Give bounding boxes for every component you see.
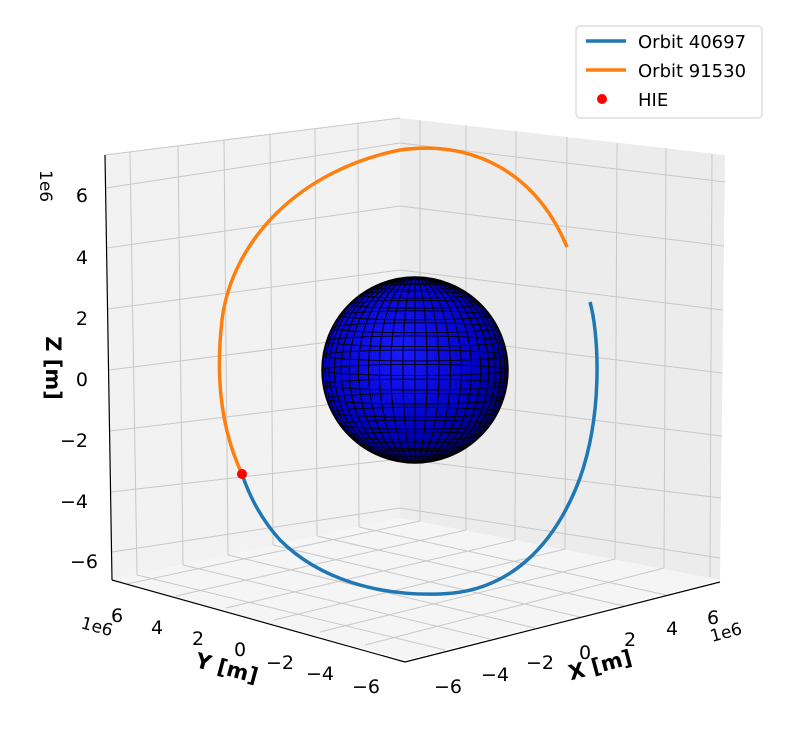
x-tick-label: 2 [624,629,636,651]
sphere-longitude-line [368,277,462,463]
right-pane [400,118,725,580]
sphere-longitude-line [340,277,490,463]
central-body-sphere [321,276,509,464]
sphere-longitude-line [402,277,428,463]
y-tick-label: 2 [192,628,204,650]
x-tick-label: −2 [526,652,554,674]
series-point-hie [237,469,247,479]
z-tick-label: 0 [76,369,88,391]
y-axis-label: Y [m] [192,648,261,688]
x-axis-ticks: −6 −4 −2 0 2 4 6 [434,607,719,698]
z-tick-label: 4 [76,247,88,269]
legend-box [575,25,763,119]
legend: Orbit 40697 Orbit 91530 HIE [575,25,763,119]
z-axis-ticks: 6 4 2 0 −2 −4 −6 [60,185,98,573]
z-multiplier: 1e6 [35,170,55,202]
z-tick-label: −4 [60,491,88,513]
series-line-orbit-40697 [240,301,599,596]
y-axis-ticks: 6 4 2 0 −2 −4 −6 [111,605,380,698]
legend-label: Orbit 91530 [638,61,746,82]
sphere-longitude-line [322,277,508,463]
series-line-orbit-91530 [217,146,569,475]
sphere-longitude-line [390,277,440,463]
x-axis-label: X [m] [566,645,635,685]
z-axis-label: Z [m] [41,336,65,400]
x-tick-label: −4 [481,664,509,686]
y-tick-label: −4 [306,663,334,685]
y-tick-label: 4 [151,617,163,639]
x-tick-label: 6 [707,607,719,629]
sphere-longitude-line [324,277,506,463]
z-tick-label: 6 [76,185,88,207]
sphere-longitude-line [328,277,502,463]
y-tick-label: 0 [234,639,246,661]
sphere-longitude-line [378,277,452,463]
sphere-longitude-line [334,277,496,463]
y-multiplier: 1e6 [79,614,115,642]
axis-lines [104,154,721,663]
x-tick-label: 4 [666,618,678,640]
z-tick-label: −6 [70,551,98,573]
floor-pane [112,518,720,660]
y-tick-label: 6 [111,605,123,627]
sphere-longitude-line [348,277,482,463]
legend-label: Orbit 40697 [638,32,746,53]
sphere-latitude-line [322,363,508,377]
legend-label: HIE [638,90,668,111]
z-tick-label: 2 [76,308,88,330]
y-tick-label: −2 [266,652,294,674]
x-tick-label: −6 [434,676,462,698]
legend-swatch-hie [597,94,607,104]
sphere-longitude-line [357,277,473,463]
x-tick-label: 0 [579,642,591,664]
y-tick-label: −6 [352,676,380,698]
z-tick-label: −2 [60,430,88,452]
